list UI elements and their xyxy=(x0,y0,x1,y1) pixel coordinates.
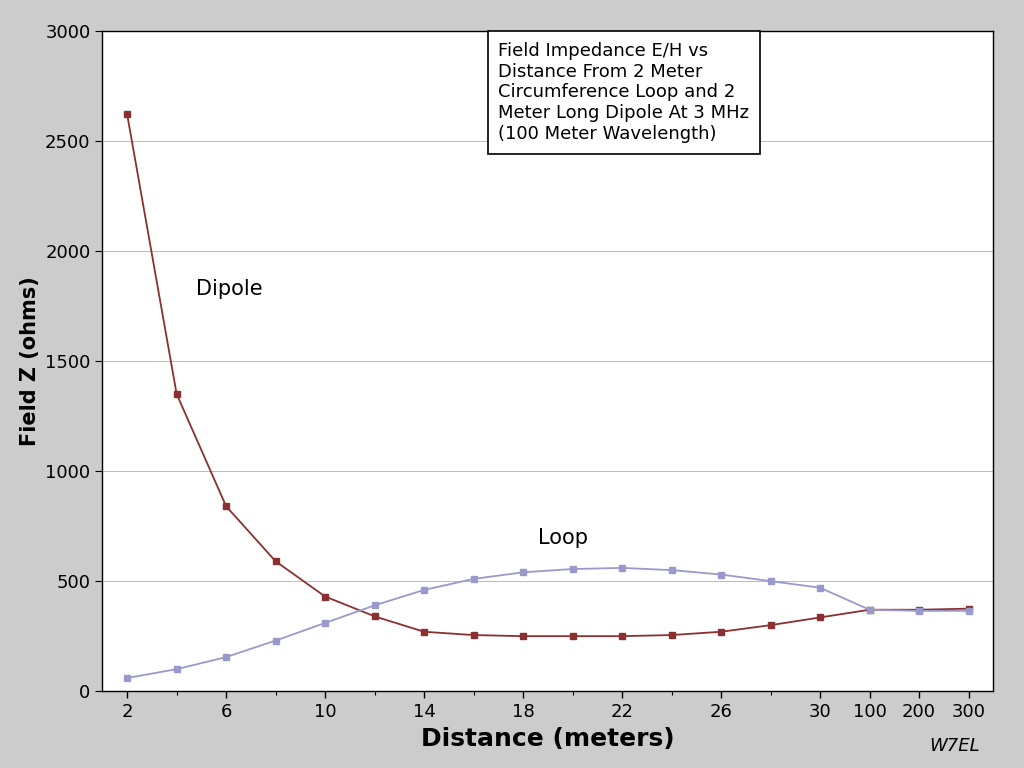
Y-axis label: Field Z (ohms): Field Z (ohms) xyxy=(19,276,40,446)
Text: W7EL: W7EL xyxy=(930,737,980,756)
X-axis label: Distance (meters): Distance (meters) xyxy=(421,727,675,750)
Text: Dipole: Dipole xyxy=(197,279,263,299)
Text: Field Impedance E/H vs
Distance From 2 Meter
Circumference Loop and 2
Meter Long: Field Impedance E/H vs Distance From 2 M… xyxy=(499,41,750,143)
Text: Loop: Loop xyxy=(538,528,588,548)
